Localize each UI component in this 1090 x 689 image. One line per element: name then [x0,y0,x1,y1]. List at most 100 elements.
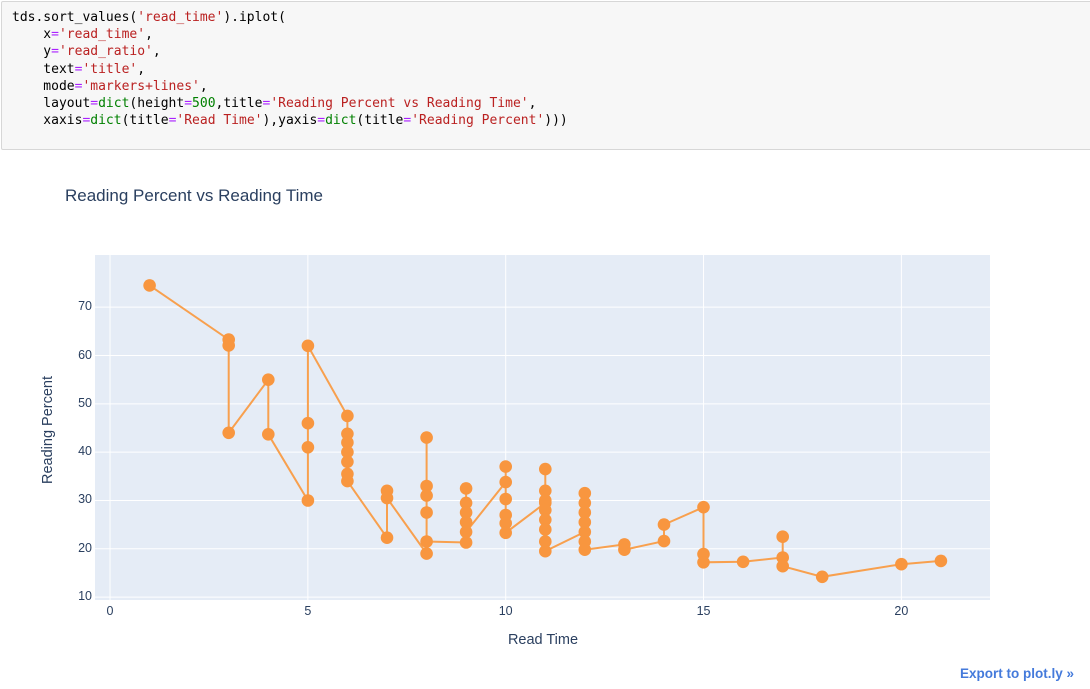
data-point-marker[interactable] [697,500,710,514]
data-point-marker[interactable] [539,544,552,558]
data-point-marker[interactable] [459,506,473,519]
data-point-marker[interactable] [222,426,235,440]
code-token: dict [325,113,357,129]
data-point-marker[interactable] [499,516,512,530]
export-to-plotly-link[interactable]: Export to plot.ly » [959,666,1074,681]
data-point-marker[interactable] [301,441,315,454]
data-point-marker[interactable] [262,428,275,441]
data-point-marker[interactable] [459,515,473,529]
code-token: (title [121,113,169,129]
data-point-marker[interactable] [776,530,789,543]
code-token: = [74,78,83,94]
data-point-marker[interactable] [341,474,354,488]
data-point-marker[interactable] [301,494,315,507]
code-token: , [137,61,146,77]
data-point-marker[interactable] [143,279,156,292]
data-point-marker[interactable] [420,547,433,560]
data-point-marker[interactable] [380,531,394,544]
code-token: = [184,96,193,112]
data-point-marker[interactable] [420,479,433,493]
code-token: = [82,113,91,129]
data-point-marker[interactable] [341,445,354,459]
code-token: 'Reading Percent' [411,113,545,129]
data-point-marker[interactable] [578,543,592,556]
data-point-marker[interactable] [499,492,512,506]
code-cell[interactable]: tds.sort_values('read_time').iplot( x='r… [1,1,1090,150]
data-point-marker[interactable] [459,525,473,539]
data-point-marker[interactable] [539,503,552,517]
data-point-marker[interactable] [420,535,433,548]
data-point-marker[interactable] [341,436,354,449]
data-point-marker[interactable] [776,559,789,573]
data-point-marker[interactable] [539,535,552,548]
data-point-marker[interactable] [341,455,354,469]
code-token: y [12,44,52,60]
data-point-marker[interactable] [578,496,592,510]
data-point-marker[interactable] [736,555,750,569]
data-point-marker[interactable] [459,496,473,510]
code-token: 500 [192,96,216,112]
scatter-plot-canvas [95,255,990,600]
y-axis-title-text: Reading Percent [40,375,56,485]
data-point-marker[interactable] [539,523,552,536]
x-tick-label: 10 [498,604,513,618]
data-point-marker[interactable] [578,486,592,500]
data-point-marker[interactable] [459,482,473,495]
code-line: layout=dict(height=500,title='Reading Pe… [12,95,1090,112]
data-point-marker[interactable] [380,491,394,505]
data-point-marker[interactable] [459,536,473,549]
x-axis-title: Read Time [507,632,579,648]
code-token: (title [356,113,404,129]
data-point-marker[interactable] [301,416,315,430]
data-point-marker[interactable] [341,409,354,423]
data-point-marker[interactable] [539,513,552,527]
data-point-marker[interactable] [341,427,354,441]
data-point-marker[interactable] [499,460,512,473]
data-point-marker[interactable] [815,570,829,584]
code-token: ).iplot( [223,10,286,25]
data-point-marker[interactable] [697,556,710,569]
data-point-marker[interactable] [539,494,552,507]
data-point-marker[interactable] [262,373,275,386]
code-line: xaxis=dict(title='Read Time'),yaxis=dict… [12,112,1090,129]
data-point-marker[interactable] [657,534,671,548]
data-point-marker[interactable] [895,557,908,571]
data-point-marker[interactable] [539,484,552,498]
code-token: = [403,113,412,129]
code-line: y='read_ratio', [12,43,1090,60]
plot-area[interactable] [95,255,990,600]
data-point-marker[interactable] [301,339,315,353]
code-line: x='read_time', [12,26,1090,43]
y-tick-label: 50 [78,395,92,410]
data-point-marker[interactable] [578,506,592,519]
data-point-marker[interactable] [934,554,948,568]
y-tick-label: 40 [78,444,92,459]
code-token: = [74,61,83,77]
code-token: , [145,27,153,43]
code-token: = [168,113,177,129]
data-point-marker[interactable] [578,525,592,539]
code-token: 'read_ratio' [58,44,153,60]
data-point-marker[interactable] [776,551,789,564]
code-token: x [12,27,52,43]
code-token: = [51,44,59,60]
data-point-marker[interactable] [420,431,433,444]
code-token: 'Reading Percent vs Reading Time' [270,96,529,112]
y-tick-label: 70 [78,299,92,314]
data-point-marker[interactable] [657,518,671,531]
data-point-marker[interactable] [539,462,552,476]
code-token: ))) [544,113,568,129]
x-tick-label: 20 [894,604,909,618]
code-token: = [317,113,326,129]
code-token: 'markers+lines' [82,78,200,94]
code-token: 'title' [82,61,138,77]
data-point-marker[interactable] [499,526,512,540]
data-point-marker[interactable] [618,543,631,556]
data-point-marker[interactable] [499,475,512,489]
data-point-marker[interactable] [420,506,433,519]
data-point-marker[interactable] [222,339,235,352]
data-point-marker[interactable] [578,515,592,529]
y-tick-label: 10 [78,589,92,604]
code-token: ,title [215,96,263,112]
data-point-marker[interactable] [420,489,433,502]
